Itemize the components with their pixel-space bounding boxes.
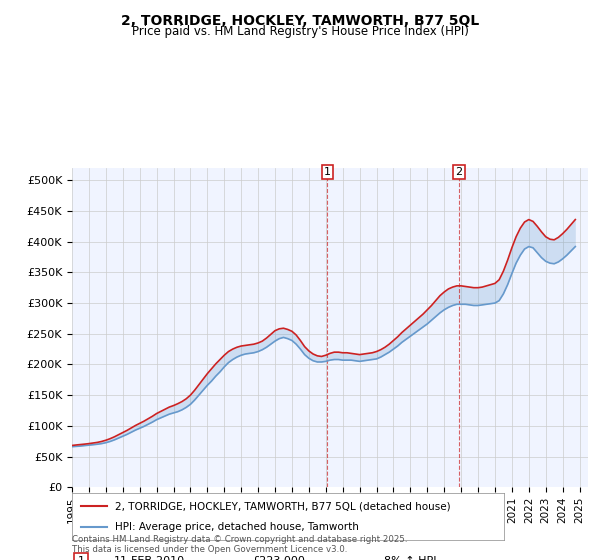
Text: Contains HM Land Registry data © Crown copyright and database right 2025.
This d: Contains HM Land Registry data © Crown c… xyxy=(72,535,407,554)
Text: 2, TORRIDGE, HOCKLEY, TAMWORTH, B77 5QL (detached house): 2, TORRIDGE, HOCKLEY, TAMWORTH, B77 5QL … xyxy=(115,501,451,511)
Text: 2, TORRIDGE, HOCKLEY, TAMWORTH, B77 5QL: 2, TORRIDGE, HOCKLEY, TAMWORTH, B77 5QL xyxy=(121,14,479,28)
Text: 11-FEB-2010: 11-FEB-2010 xyxy=(114,557,185,560)
Text: 8% ↑ HPI: 8% ↑ HPI xyxy=(384,557,437,560)
Text: HPI: Average price, detached house, Tamworth: HPI: Average price, detached house, Tamw… xyxy=(115,522,359,532)
Text: 1: 1 xyxy=(324,167,331,177)
Text: 1: 1 xyxy=(77,557,85,560)
Text: Price paid vs. HM Land Registry's House Price Index (HPI): Price paid vs. HM Land Registry's House … xyxy=(131,25,469,38)
Text: £223,000: £223,000 xyxy=(252,557,305,560)
Text: 2: 2 xyxy=(455,167,463,177)
